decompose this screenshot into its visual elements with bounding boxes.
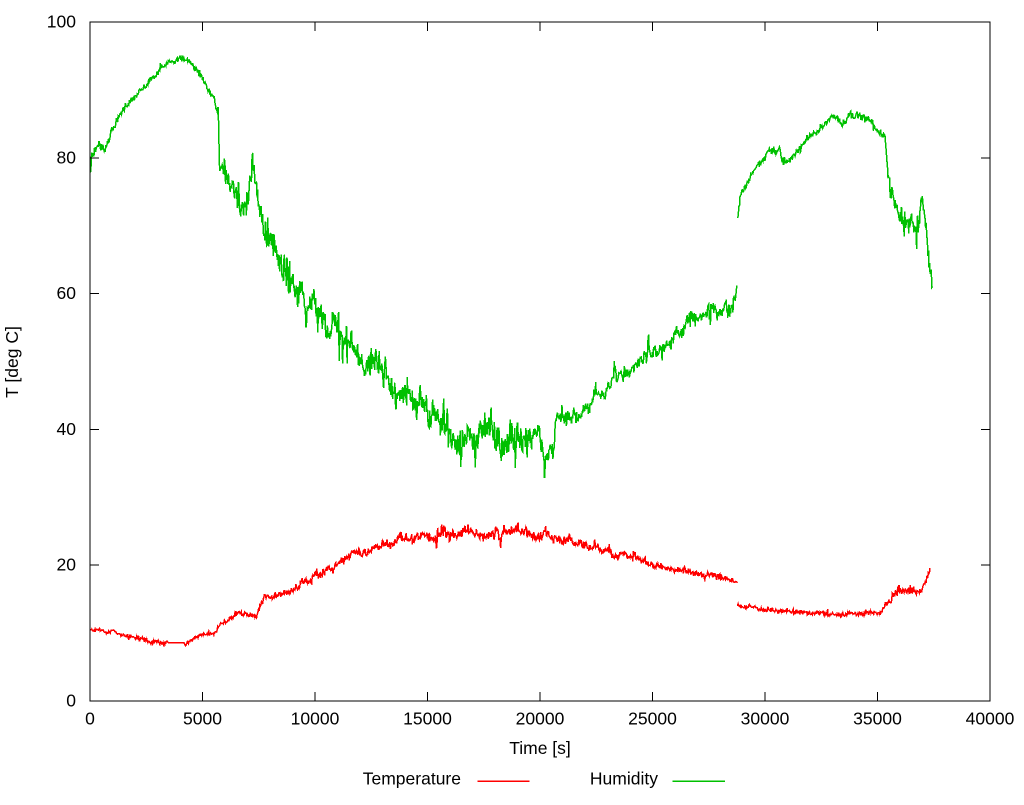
svg-text:15000: 15000 [403,709,452,729]
svg-text:Time [s]: Time [s] [509,738,571,758]
svg-text:10000: 10000 [291,709,340,729]
svg-text:Temperature: Temperature [363,769,461,789]
svg-text:35000: 35000 [853,709,902,729]
svg-text:20000: 20000 [516,709,565,729]
svg-text:60: 60 [57,283,77,303]
svg-text:80: 80 [57,147,77,167]
svg-text:Humidity: Humidity [590,769,658,789]
svg-text:100: 100 [47,12,76,32]
svg-text:40: 40 [57,419,77,439]
svg-text:30000: 30000 [741,709,790,729]
svg-text:40000: 40000 [966,709,1015,729]
svg-text:0: 0 [66,691,76,711]
svg-text:20: 20 [57,555,77,575]
svg-text:5000: 5000 [183,709,222,729]
svg-text:T [deg C]: T [deg C] [2,326,22,398]
svg-text:0: 0 [85,709,95,729]
svg-text:25000: 25000 [628,709,677,729]
